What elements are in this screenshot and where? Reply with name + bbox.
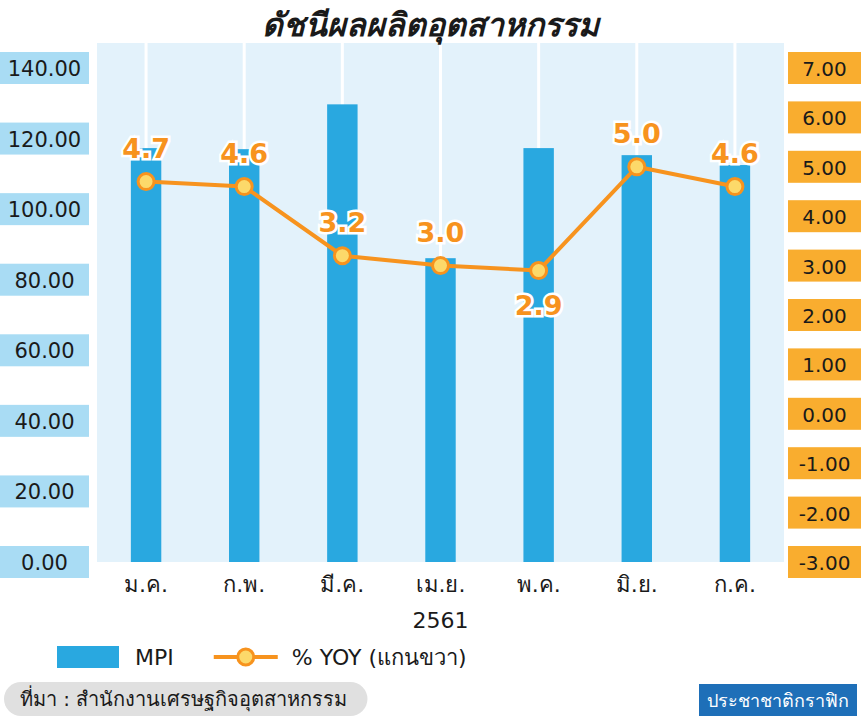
y-tick-label: 80.00 bbox=[14, 269, 74, 293]
x-tick-label: ม.ค. bbox=[124, 572, 168, 597]
bar bbox=[131, 148, 161, 562]
bar bbox=[720, 165, 750, 562]
marker bbox=[433, 258, 449, 274]
legend-item: % YOY (แกนขวา) bbox=[214, 645, 467, 670]
legend-swatch bbox=[57, 646, 119, 668]
legend-marker bbox=[238, 649, 254, 665]
y-tick-label: 40.00 bbox=[14, 410, 74, 434]
tick-box bbox=[0, 334, 89, 366]
marker bbox=[727, 179, 743, 195]
y2-tick-label: 6.00 bbox=[802, 106, 847, 130]
bar bbox=[622, 155, 652, 562]
tick-box bbox=[0, 123, 89, 155]
tick-box bbox=[788, 101, 861, 133]
x-tick-label: เม.ย. bbox=[416, 572, 466, 597]
labels: 4.7 4.6 3.2 3.0 2.9 5.0 4.6 bbox=[122, 118, 759, 321]
y-tick-label: 120.00 bbox=[8, 128, 81, 152]
data-label: 3.0 bbox=[417, 217, 465, 248]
y2-tick-label: 5.00 bbox=[802, 156, 847, 180]
source: ที่มา : สำนักงานเศรษฐกิจอุตสาหกรรม bbox=[4, 682, 367, 716]
title: ดัชนีผลผลิตอุตสาหกรรม bbox=[262, 6, 602, 45]
chart: ดัชนีผลผลิตอุตสาหกรรม 0.00 20.00 40.00 60.00… bbox=[0, 0, 861, 720]
x-tick-label: ก.พ. bbox=[223, 572, 265, 597]
tick-box bbox=[788, 151, 861, 183]
data-label: 4.6 bbox=[711, 138, 759, 169]
tick-box bbox=[788, 546, 861, 578]
y2-tick-label: -2.00 bbox=[799, 502, 851, 526]
bar bbox=[425, 258, 455, 562]
x-tick-label: พ.ค. bbox=[517, 572, 561, 597]
source-background bbox=[4, 682, 367, 716]
tick-box bbox=[788, 299, 861, 331]
marker bbox=[531, 263, 547, 279]
x-axis-title: 2561 bbox=[413, 608, 469, 633]
marker bbox=[236, 179, 252, 195]
y2-tick-label: 1.00 bbox=[802, 353, 847, 377]
source-text: ที่มา : สำนักงานเศรษฐกิจอุตสาหกรรม bbox=[20, 685, 347, 712]
legend-label: MPI bbox=[135, 645, 174, 670]
data-label: 4.6 bbox=[220, 138, 268, 169]
tick-box bbox=[788, 250, 861, 282]
y2-tick-label: 4.00 bbox=[802, 205, 847, 229]
x-tick-label: มิ.ย. bbox=[616, 572, 658, 597]
tick-box bbox=[788, 52, 861, 84]
x-tick-label: ก.ค. bbox=[714, 572, 756, 597]
data-label: 2.9 bbox=[515, 290, 563, 321]
marker bbox=[138, 174, 154, 190]
tick-box bbox=[0, 475, 89, 507]
y2-tick-label: 0.00 bbox=[802, 403, 847, 427]
credit-text: ประชาชาติกราฟิก bbox=[707, 690, 849, 711]
x-tick-label: มี.ค. bbox=[320, 572, 364, 597]
y-tick-label: 0.00 bbox=[21, 551, 68, 575]
bar bbox=[523, 148, 553, 562]
tick-box bbox=[0, 52, 89, 84]
tick-box bbox=[788, 348, 861, 380]
tick-box bbox=[0, 264, 89, 296]
tick-box bbox=[788, 497, 861, 529]
tick-box bbox=[788, 447, 861, 479]
data-label: 5.0 bbox=[613, 118, 661, 149]
y-tick-label: 100.00 bbox=[8, 198, 81, 222]
legend-item: MPI bbox=[57, 645, 174, 670]
y2-tick-label: 7.00 bbox=[802, 57, 847, 81]
y2-tick-label: 2.00 bbox=[802, 304, 847, 328]
credit: ประชาชาติกราฟิก bbox=[699, 684, 857, 716]
plot-background bbox=[97, 43, 784, 562]
credit-background bbox=[699, 684, 857, 716]
marks bbox=[131, 104, 750, 562]
bar bbox=[327, 104, 357, 562]
y2-tick-label: 3.00 bbox=[802, 255, 847, 279]
marker bbox=[334, 248, 350, 264]
tick-box bbox=[0, 405, 89, 437]
y-tick-label: 60.00 bbox=[14, 339, 74, 363]
bar bbox=[229, 149, 259, 562]
tick-box bbox=[0, 546, 89, 578]
marker bbox=[629, 159, 645, 175]
tick-box bbox=[0, 193, 89, 225]
legend-label: % YOY (แกนขวา) bbox=[292, 645, 467, 670]
data-label: 3.2 bbox=[318, 207, 366, 238]
line bbox=[146, 167, 735, 271]
tick-box bbox=[788, 200, 861, 232]
tick-box bbox=[788, 398, 861, 430]
y-tick-label: 140.00 bbox=[8, 57, 81, 81]
y-tick-label: 20.00 bbox=[14, 480, 74, 504]
y2-tick-label: -3.00 bbox=[799, 551, 851, 575]
data-label: 4.7 bbox=[122, 133, 170, 164]
y2-tick-label: -1.00 bbox=[799, 452, 851, 476]
